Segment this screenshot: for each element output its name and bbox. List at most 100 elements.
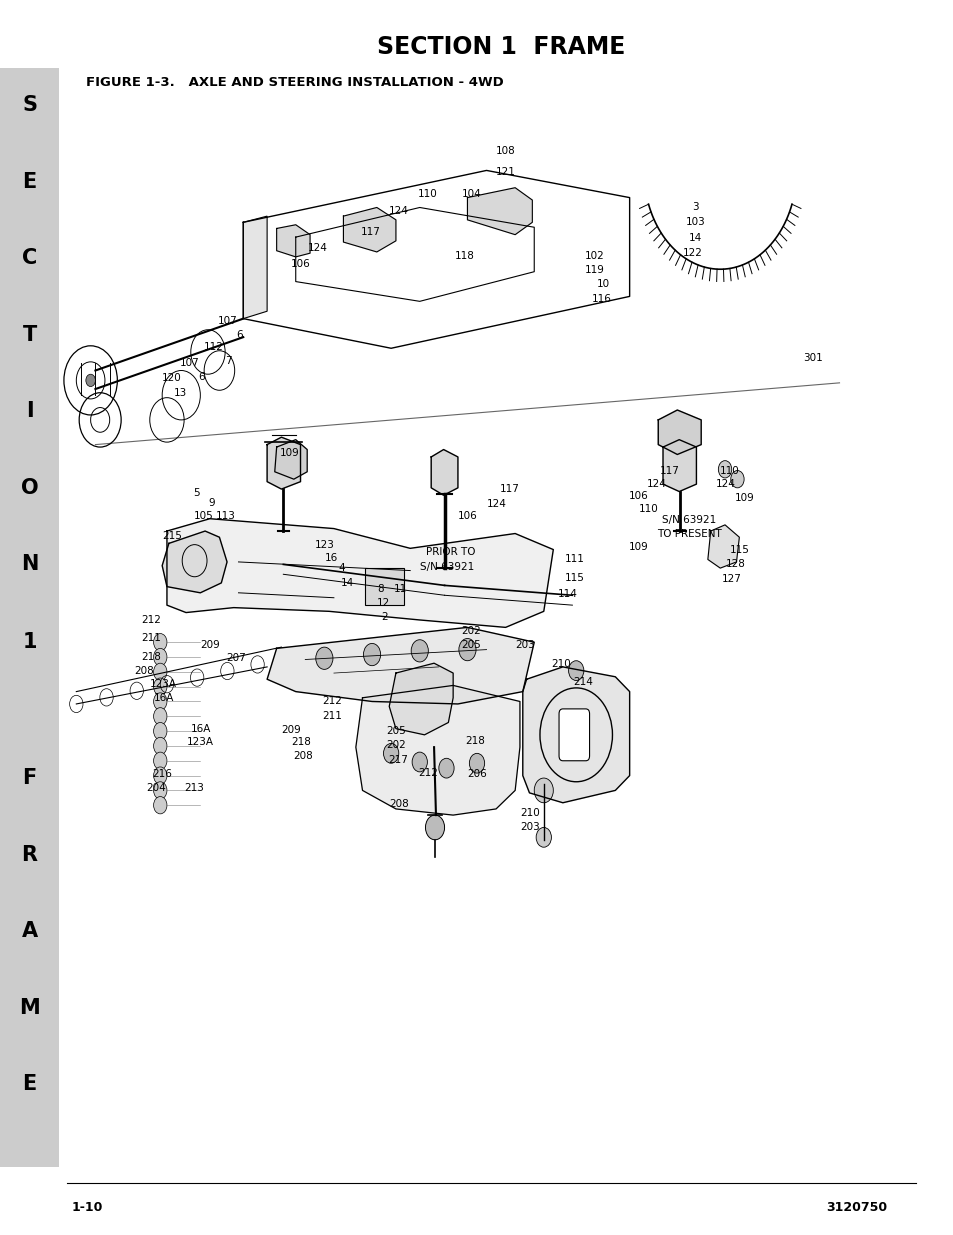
Text: 208: 208 (389, 799, 409, 809)
Text: 124: 124 (308, 243, 328, 253)
Text: 202: 202 (461, 626, 481, 636)
Text: 202: 202 (386, 740, 406, 750)
Polygon shape (243, 216, 267, 319)
Polygon shape (167, 519, 553, 627)
Text: 109: 109 (279, 448, 299, 458)
Text: S: S (22, 95, 37, 115)
Text: 124: 124 (486, 499, 506, 509)
Text: 120: 120 (162, 373, 182, 383)
Text: 127: 127 (721, 574, 741, 584)
Text: 113: 113 (215, 511, 235, 521)
Circle shape (411, 640, 428, 662)
Text: S/N 63921: S/N 63921 (661, 515, 716, 525)
Circle shape (153, 708, 167, 725)
Text: 123A: 123A (150, 679, 176, 689)
Polygon shape (658, 410, 700, 454)
Text: 115: 115 (729, 545, 749, 555)
Circle shape (86, 374, 95, 387)
Text: 6: 6 (236, 330, 243, 340)
Polygon shape (276, 225, 310, 257)
Polygon shape (355, 685, 519, 815)
Text: 10: 10 (597, 279, 610, 289)
Circle shape (469, 753, 484, 773)
Text: 3120750: 3120750 (825, 1202, 886, 1214)
Text: 212: 212 (322, 697, 342, 706)
Text: 109: 109 (628, 542, 648, 552)
Text: 104: 104 (461, 189, 481, 199)
Text: 110: 110 (719, 466, 739, 475)
Circle shape (153, 648, 167, 666)
Text: 301: 301 (802, 353, 822, 363)
Text: 16: 16 (324, 553, 337, 563)
Text: 106: 106 (291, 259, 311, 269)
Text: 4: 4 (338, 563, 345, 573)
Text: 213: 213 (184, 783, 204, 793)
Text: 1-10: 1-10 (71, 1202, 103, 1214)
Circle shape (153, 737, 167, 755)
Text: 106: 106 (457, 511, 477, 521)
Circle shape (438, 758, 454, 778)
Text: TO PRESENT: TO PRESENT (657, 529, 721, 538)
Text: O: O (21, 478, 38, 498)
Text: 12: 12 (376, 598, 390, 608)
Text: 208: 208 (293, 751, 313, 761)
Polygon shape (467, 188, 532, 235)
Text: 123A: 123A (187, 737, 213, 747)
Text: 218: 218 (141, 652, 161, 662)
Circle shape (153, 752, 167, 769)
Polygon shape (274, 440, 307, 479)
Text: S/N 63921: S/N 63921 (419, 562, 474, 572)
Text: 116: 116 (591, 294, 611, 304)
Polygon shape (343, 207, 395, 252)
Text: E: E (23, 172, 36, 191)
Text: 203: 203 (515, 640, 535, 650)
Circle shape (315, 647, 333, 669)
Text: 203: 203 (519, 823, 539, 832)
Text: 207: 207 (226, 653, 246, 663)
Text: 112: 112 (204, 342, 224, 352)
Text: 121: 121 (496, 167, 516, 177)
Text: 215: 215 (162, 531, 182, 541)
Text: 217: 217 (388, 755, 408, 764)
Text: PRIOR TO: PRIOR TO (426, 547, 476, 557)
Text: 206: 206 (467, 769, 487, 779)
Text: FIGURE 1-3.   AXLE AND STEERING INSTALLATION - 4WD: FIGURE 1-3. AXLE AND STEERING INSTALLATI… (86, 77, 503, 89)
Text: 110: 110 (417, 189, 437, 199)
Text: I: I (26, 401, 33, 421)
Circle shape (534, 778, 553, 803)
Text: 8: 8 (376, 584, 383, 594)
Circle shape (153, 722, 167, 740)
Text: 124: 124 (389, 206, 409, 216)
Circle shape (153, 663, 167, 680)
Polygon shape (267, 437, 300, 489)
Text: 13: 13 (173, 388, 187, 398)
Text: 106: 106 (628, 492, 648, 501)
Circle shape (153, 693, 167, 710)
Polygon shape (267, 627, 534, 704)
Polygon shape (389, 663, 453, 735)
Text: 7: 7 (225, 356, 232, 366)
Text: 210: 210 (551, 659, 571, 669)
Text: 218: 218 (465, 736, 485, 746)
Text: 210: 210 (519, 808, 539, 818)
Text: 111: 111 (564, 555, 584, 564)
Text: 209: 209 (200, 640, 220, 650)
Text: T: T (23, 325, 36, 345)
Text: SECTION 1  FRAME: SECTION 1 FRAME (376, 35, 624, 59)
Text: 11: 11 (394, 584, 407, 594)
Text: 103: 103 (685, 217, 705, 227)
Text: 212: 212 (141, 615, 161, 625)
Polygon shape (707, 525, 739, 568)
Circle shape (730, 471, 743, 488)
Polygon shape (662, 440, 696, 492)
Text: N: N (21, 555, 38, 574)
Circle shape (383, 743, 398, 763)
Polygon shape (162, 531, 227, 593)
Text: 2: 2 (381, 613, 388, 622)
Text: M: M (19, 998, 40, 1018)
Text: 114: 114 (558, 589, 578, 599)
Text: 110: 110 (639, 504, 659, 514)
Circle shape (153, 797, 167, 814)
FancyBboxPatch shape (558, 709, 589, 761)
Text: 107: 107 (217, 316, 237, 326)
